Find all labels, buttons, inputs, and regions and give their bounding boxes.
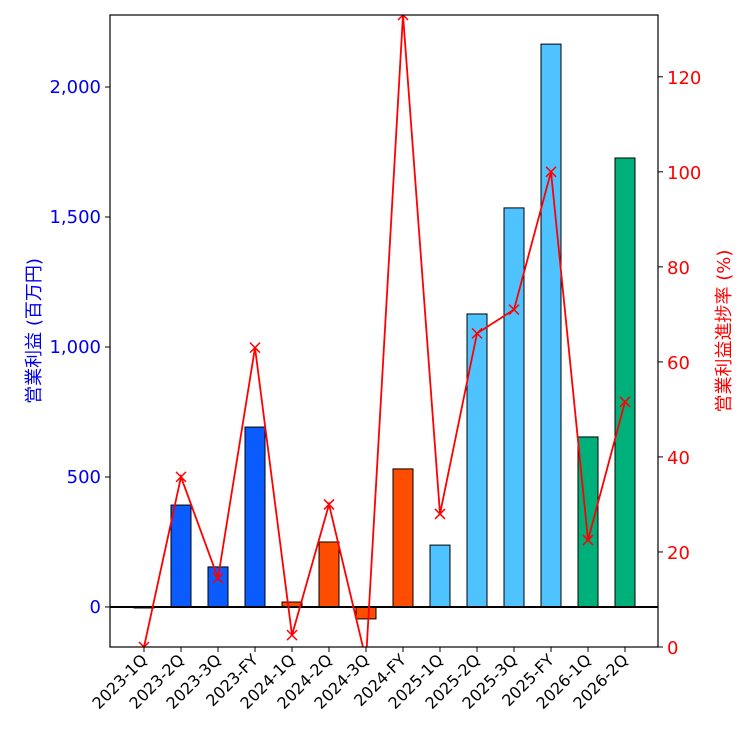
right-y-tick-label: 120 [667,68,701,89]
left-y-tick-label: 0 [90,597,101,618]
progress-marker-2025-2Q [471,327,483,339]
plot-frame [109,14,659,648]
right-y-tick-label: 20 [667,543,690,564]
bar-2025-1Q [429,544,451,608]
left-y-tick-label: 2,000 [49,77,101,98]
bar-2025-FY [540,43,562,608]
progress-marker-2023-FY [249,342,261,354]
bar-2023-FY [244,426,266,608]
progress-line [143,15,626,647]
bar-2024-FY [392,468,414,608]
right-axis-label: 営業利益進捗率 (%) [714,250,735,413]
progress-marker-2024-FY [397,15,409,21]
progress-marker-2026-2Q [619,396,631,408]
bar-2024-2Q [318,541,340,608]
progress-marker-2024-1Q [286,629,298,641]
bar-2024-3Q [355,606,377,620]
right-y-tick-label: 0 [667,638,678,659]
progress-marker-2023-3Q [212,572,224,584]
right-y-tick-label: 40 [667,448,690,469]
bar-2025-2Q [466,313,488,608]
right-y-tick-label: 60 [667,353,690,374]
left-axis-label: 営業利益 (百万円) [24,258,45,404]
right-y-tick-label: 80 [667,258,690,279]
left-y-tick-label: 500 [67,467,101,488]
right-y-tick-label: 100 [667,163,701,184]
bar-2026-2Q [614,157,636,608]
left-y-tick-label: 1,500 [49,207,101,228]
bar-2023-2Q [170,504,192,608]
progress-marker-2025-FY [545,166,557,178]
progress-marker-2024-2Q [323,498,335,510]
progress-marker-2023-2Q [175,471,187,483]
progress-marker-2026-1Q [582,534,594,546]
progress-marker-2025-3Q [508,304,520,316]
bar-2025-3Q [503,207,525,608]
progress-marker-2023-1Q [138,641,150,647]
left-y-tick-label: 1,000 [49,337,101,358]
progress-marker-2025-1Q [434,508,446,520]
